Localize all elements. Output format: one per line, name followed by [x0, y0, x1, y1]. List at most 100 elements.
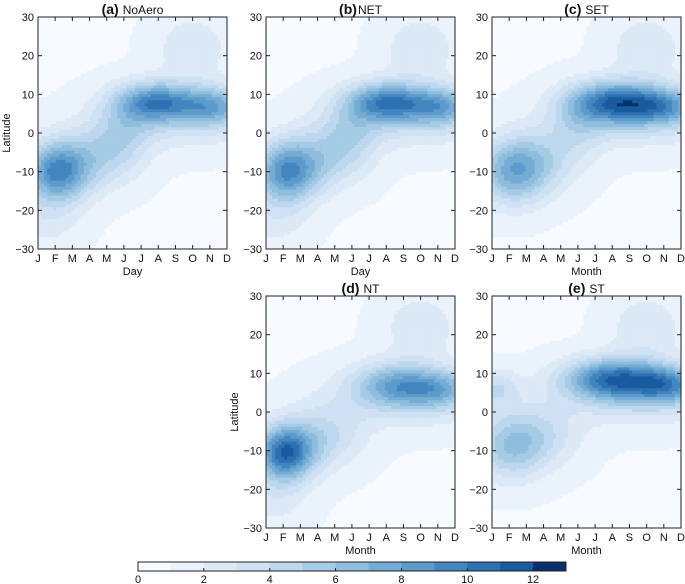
heat-cell: [56, 82, 60, 87]
heat-cell: [162, 222, 167, 226]
heat-cell: [53, 55, 57, 60]
heat-cell: [199, 17, 204, 21]
heat-cell: [217, 34, 222, 39]
heat-cell: [47, 150, 51, 155]
heat-cell: [71, 85, 76, 89]
heat-cell: [80, 109, 85, 113]
heat-cell: [59, 85, 63, 89]
heat-cell: [178, 100, 182, 104]
heat-cell: [38, 34, 42, 39]
heat-cell: [117, 91, 121, 95]
heat-cell: [68, 52, 73, 57]
heat-cell: [102, 159, 106, 164]
heat-cell: [153, 219, 158, 223]
heat-cell: [144, 201, 149, 205]
heat-cell: [159, 171, 164, 176]
heat-cell: [217, 216, 222, 220]
heat-cell: [266, 46, 270, 51]
heat-cell: [217, 79, 222, 84]
heat-cell: [120, 130, 124, 134]
heat-cell: [196, 219, 201, 223]
heat-cell: [53, 67, 57, 72]
heat-cell: [135, 138, 140, 143]
heat-cell: [196, 195, 201, 200]
heat-cell: [162, 61, 167, 66]
heat-cell: [83, 225, 88, 229]
heat-cell: [120, 52, 124, 57]
heat-cell: [59, 109, 63, 113]
heat-cell: [68, 186, 73, 191]
heat-cell: [41, 156, 45, 161]
heat-cell: [166, 162, 170, 167]
heat-cell: [120, 219, 124, 223]
heat-cell: [138, 97, 143, 101]
heat-cell: [141, 246, 146, 249]
heat-cell: [178, 37, 182, 42]
heat-cell: [120, 17, 124, 21]
heat-cell: [199, 246, 204, 249]
heat-cell: [199, 183, 204, 188]
heat-cell: [50, 70, 54, 75]
heat-cell: [92, 109, 97, 113]
heat-cell: [105, 135, 109, 140]
heat-cell: [50, 34, 54, 39]
heat-cell: [44, 46, 48, 51]
heat-cell: [114, 109, 118, 113]
heat-cell: [205, 85, 210, 89]
heat-cell: [181, 177, 185, 182]
heat-cell: [53, 130, 57, 134]
heat-cell: [172, 207, 176, 211]
heat-cell: [175, 85, 179, 89]
heat-cell: [126, 177, 131, 182]
heat-cell: [47, 97, 51, 101]
heat-cell: [62, 237, 67, 241]
heat-cell: [138, 64, 143, 69]
heat-cell: [50, 118, 54, 122]
heat-cell: [114, 61, 118, 66]
heat-cell: [190, 109, 195, 113]
heat-cell: [178, 76, 182, 81]
heat-cell: [202, 171, 207, 176]
heat-cell: [123, 213, 127, 217]
heat-cell: [50, 17, 54, 21]
heat-cell: [68, 43, 73, 48]
heat-cell: [50, 240, 54, 244]
heat-cell: [86, 186, 91, 191]
heat-cell: [50, 19, 54, 24]
heat-cell: [166, 189, 170, 194]
heat-cell: [141, 118, 146, 122]
heat-cell: [214, 106, 219, 110]
heat-cell: [150, 31, 155, 36]
heat-cell: [74, 28, 79, 33]
heat-cell: [120, 246, 124, 249]
heat-cell: [68, 228, 73, 232]
heat-cell: [132, 219, 137, 223]
heat-cell: [199, 201, 204, 205]
heat-cell: [156, 150, 161, 155]
heat-cell: [68, 243, 73, 247]
heat-cell: [162, 165, 167, 170]
heat-cell: [175, 186, 179, 191]
heat-cell: [98, 237, 103, 241]
heat-cell: [117, 64, 121, 69]
heat-cell: [56, 174, 60, 179]
heat-cell: [141, 159, 146, 164]
heat-cell: [181, 79, 185, 84]
heat-cell: [111, 225, 115, 229]
heat-cell: [47, 210, 51, 214]
heat-cell: [132, 133, 137, 137]
heat-cell: [211, 31, 216, 36]
heat-cell: [50, 97, 54, 101]
heat-cell: [47, 31, 51, 36]
heat-cell: [62, 165, 67, 170]
heat-cell: [117, 150, 121, 155]
heat-cell: [86, 210, 91, 214]
heat-cell: [135, 204, 140, 208]
heat-cell: [123, 25, 127, 30]
heat-cell: [199, 141, 204, 146]
heat-cell: [41, 147, 45, 152]
heat-cell: [266, 82, 270, 87]
heat-cell: [50, 144, 54, 149]
heat-cell: [266, 25, 270, 30]
heat-cell: [77, 22, 82, 27]
